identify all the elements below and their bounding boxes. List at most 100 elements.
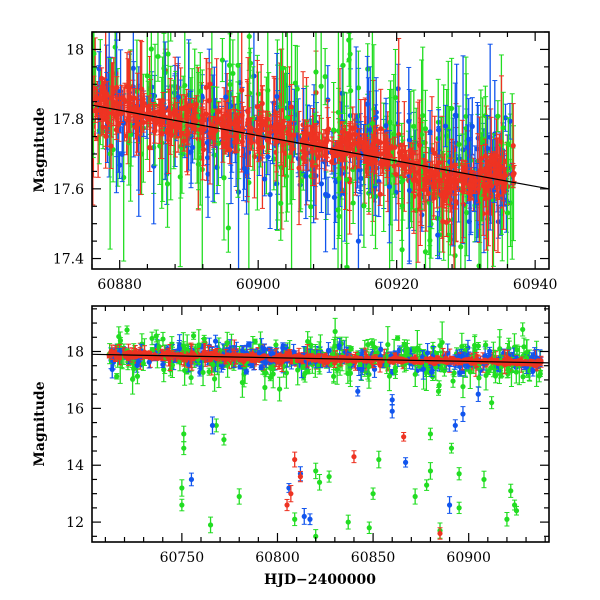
top-point-red <box>188 118 195 134</box>
bottom-outlier-green <box>221 433 227 446</box>
top-point-red <box>197 120 203 139</box>
bottom-point-green <box>190 331 197 340</box>
top-point-red <box>361 134 367 159</box>
top-y-tick-label: 17.4 <box>53 252 84 268</box>
bottom-point-green <box>451 368 457 378</box>
top-point-red <box>415 159 421 186</box>
bottom-outlier-blue <box>355 386 361 397</box>
top-point-red <box>316 131 322 158</box>
top-point-red <box>173 119 179 139</box>
top-point-red <box>443 207 450 238</box>
top-point-red <box>227 135 233 165</box>
top-point-red <box>393 164 399 185</box>
top-point-red <box>491 151 497 170</box>
bottom-outlier-green <box>489 396 495 410</box>
top-point-red <box>224 116 230 138</box>
top-point-red <box>334 140 340 157</box>
top-point-red <box>510 166 516 185</box>
top-point-blue <box>469 97 475 156</box>
bottom-outlier-green <box>370 487 376 500</box>
bottom-point-red <box>147 354 153 361</box>
bottom-outlier-green <box>213 418 219 433</box>
bottom-outlier-green <box>513 505 520 516</box>
top-point-green <box>294 45 300 133</box>
bottom-outlier-green <box>427 462 434 480</box>
top-point-red <box>421 176 427 203</box>
top-point-red <box>494 161 500 185</box>
top-point-green <box>284 32 290 213</box>
bottom-point-blue <box>160 361 166 369</box>
bottom-point-green <box>492 368 499 384</box>
top-point-red <box>487 152 493 170</box>
bottom-point-green <box>201 334 207 343</box>
bottom-x-tick-label: 60750 <box>160 550 205 566</box>
bottom-outlier-green <box>181 425 187 443</box>
bottom-panel: 60750 60800 60850 60900 12 14 16 18 Magnitude H… <box>32 305 550 588</box>
bottom-point-blue <box>428 366 435 378</box>
bottom-point-green <box>348 346 354 352</box>
bottom-point-red <box>507 357 513 363</box>
top-point-red <box>426 168 432 186</box>
bottom-point-green <box>134 368 141 385</box>
bottom-outlier-green <box>448 442 455 454</box>
bottom-outlier-blue <box>389 403 395 419</box>
bottom-point-green <box>206 367 212 376</box>
top-point-red <box>259 89 265 118</box>
bottom-outlier-green <box>179 479 185 497</box>
top-point-red <box>257 123 263 142</box>
bottom-point-green <box>262 374 268 401</box>
bottom-point-green <box>263 368 269 378</box>
top-point-red <box>159 98 165 125</box>
bottom-y-tick-label: 12 <box>66 515 84 531</box>
bottom-outlier-green <box>292 512 298 527</box>
top-point-green <box>355 50 362 126</box>
top-point-green <box>505 117 511 172</box>
top-point-red <box>448 138 455 195</box>
bottom-point-green <box>160 331 166 347</box>
bottom-point-green <box>438 363 444 372</box>
bottom-outlier-green <box>412 488 418 505</box>
bottom-point-red <box>321 355 328 361</box>
bottom-outlier-red <box>351 450 357 464</box>
top-y-tick-label: 17.8 <box>53 112 84 128</box>
bottom-outlier-green <box>207 516 214 534</box>
bottom-x-tick-label: 60850 <box>351 550 396 566</box>
top-point-green <box>344 92 350 267</box>
top-point-green <box>280 32 286 108</box>
top-point-red <box>378 142 384 166</box>
bottom-point-red <box>146 350 153 356</box>
bottom-point-red <box>317 358 323 364</box>
top-point-red <box>206 62 212 139</box>
top-point-red <box>340 121 346 143</box>
bottom-point-green <box>520 322 526 337</box>
bottom-point-red <box>166 350 172 356</box>
top-point-red <box>262 117 268 133</box>
bottom-outlier-blue <box>307 513 313 526</box>
top-point-red <box>377 182 383 206</box>
top-x-tick-label: 60940 <box>513 277 558 293</box>
top-point-red <box>167 101 173 127</box>
bottom-outlier-blue <box>188 472 195 487</box>
bottom-outlier-green <box>313 462 319 480</box>
top-point-green <box>164 139 171 228</box>
bottom-outlier-green <box>316 474 323 491</box>
bottom-axis-ticks: 60750 60800 60850 60900 12 14 16 18 <box>66 306 549 566</box>
bottom-point-green <box>153 329 159 343</box>
bottom-y-tick-label: 18 <box>66 344 84 360</box>
top-point-green <box>219 38 226 83</box>
bottom-outlier-green <box>366 521 372 535</box>
top-point-red <box>483 189 489 208</box>
bottom-y-axis-label: Magnitude <box>32 381 48 466</box>
bottom-point-blue <box>243 369 249 375</box>
top-point-green <box>369 32 375 236</box>
bottom-point-blue <box>457 370 463 376</box>
bottom-point-blue <box>258 364 264 371</box>
top-point-blue <box>460 55 466 245</box>
top-y-tick-label: 18 <box>66 42 84 58</box>
top-point-red <box>425 185 431 202</box>
top-point-red <box>392 136 398 159</box>
top-point-red <box>147 103 153 124</box>
bottom-outlier-red <box>292 451 298 468</box>
bottom-x-tick-label: 60800 <box>255 550 300 566</box>
